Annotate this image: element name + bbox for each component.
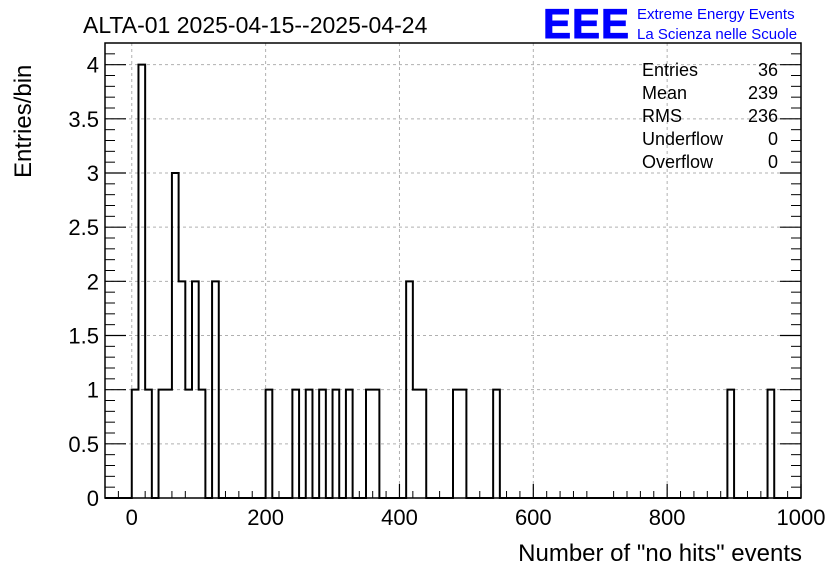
stats-value: 0 bbox=[768, 129, 778, 149]
eee-logo-mark: EEE bbox=[543, 0, 630, 47]
x-tick-label: 200 bbox=[247, 505, 284, 530]
stats-value: 239 bbox=[748, 83, 778, 103]
stats-label: Overflow bbox=[642, 152, 714, 172]
y-tick-label: 0 bbox=[87, 486, 99, 511]
stats-label: Entries bbox=[642, 60, 698, 80]
stats-value: 36 bbox=[758, 60, 778, 80]
y-tick-label: 0.5 bbox=[68, 432, 99, 457]
x-tick-label: 0 bbox=[126, 505, 138, 530]
y-tick-label: 1.5 bbox=[68, 324, 99, 349]
x-tick-label: 600 bbox=[515, 505, 552, 530]
eee-logo: EEE Extreme Energy Events La Scienza nel… bbox=[543, 0, 798, 48]
y-tick-label: 4 bbox=[87, 53, 99, 78]
x-tick-label: 1000 bbox=[777, 505, 826, 530]
y-tick-label: 3.5 bbox=[68, 107, 99, 132]
eee-logo-line1: Extreme Energy Events bbox=[637, 6, 795, 23]
y-tick-label: 2.5 bbox=[68, 215, 99, 240]
x-axis-label: Number of "no hits" events bbox=[518, 540, 802, 567]
y-tick-label: 3 bbox=[87, 161, 99, 186]
stats-label: Underflow bbox=[642, 129, 724, 149]
stats-value: 236 bbox=[748, 106, 778, 126]
eee-logo-line2: La Scienza nelle Scuole bbox=[637, 26, 797, 43]
y-tick-label: 2 bbox=[87, 269, 99, 294]
chart-title: ALTA-01 2025-04-15--2025-04-24 bbox=[83, 12, 428, 38]
tick-labels: 0 200 400 600 800 1000 0 0.5 1 1.5 2 2.5 3 3.5 4 bbox=[68, 53, 825, 530]
x-tick-label: 800 bbox=[649, 505, 686, 530]
stats-label: Mean bbox=[642, 83, 687, 103]
stats-box: Entries 36 Mean 239 RMS 236 Underflow 0 Overflow… bbox=[642, 60, 778, 172]
y-tick-label: 1 bbox=[87, 378, 99, 403]
x-tick-label: 400 bbox=[381, 505, 418, 530]
stats-label: RMS bbox=[642, 106, 682, 126]
stats-value: 0 bbox=[768, 152, 778, 172]
y-axis-label: Entries/bin bbox=[10, 65, 37, 178]
axis-ticks bbox=[104, 42, 802, 499]
